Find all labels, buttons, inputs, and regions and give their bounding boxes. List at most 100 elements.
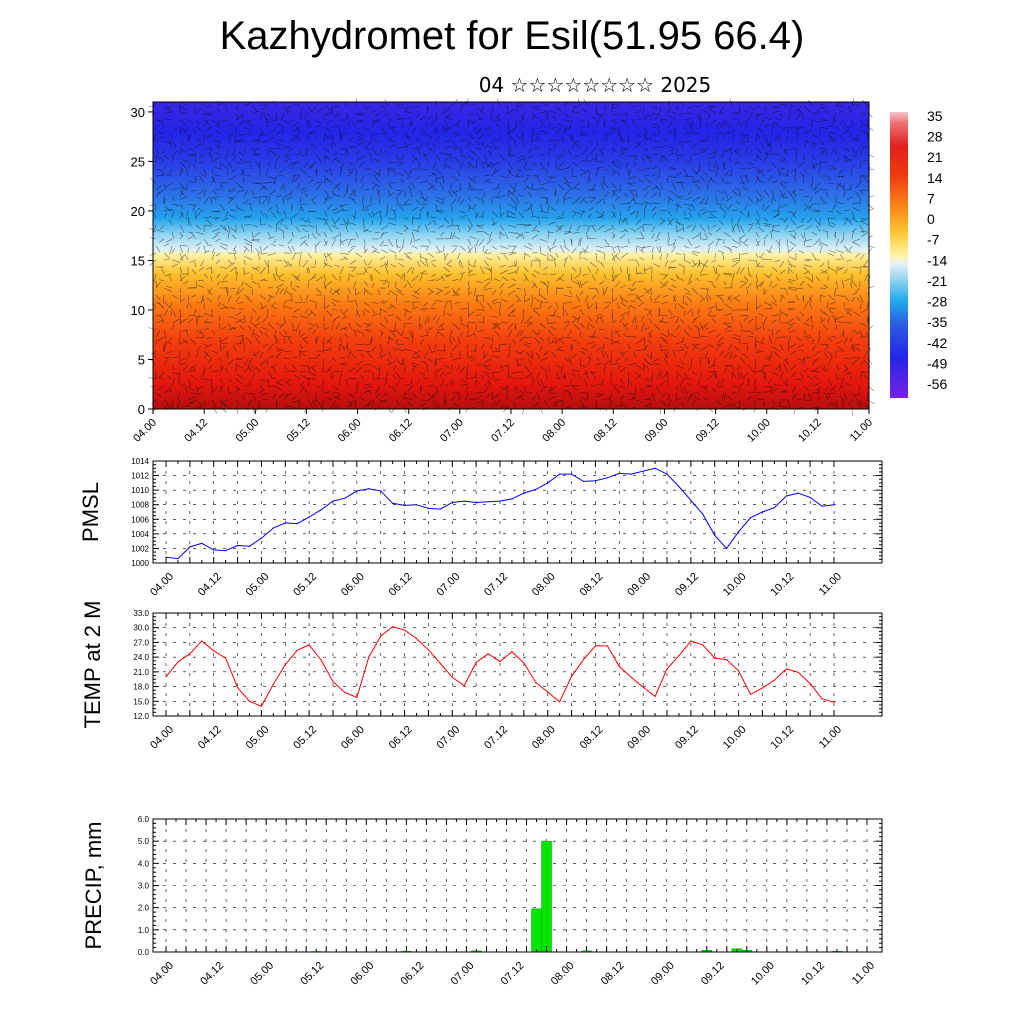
wind-barbs: [148, 97, 875, 416]
data-point: [439, 508, 441, 510]
y-tick-label: 20: [131, 204, 145, 219]
x-tick-label: 10.12: [799, 960, 827, 988]
data-point: [487, 501, 489, 503]
data-point: [320, 509, 322, 511]
data-point: [559, 473, 561, 475]
precip-bar: [531, 908, 542, 953]
x-tick-label: 07.00: [438, 417, 466, 445]
data-point: [451, 676, 453, 678]
x-tick-label: 07.12: [489, 417, 517, 445]
x-tick-label: 10.00: [745, 417, 773, 445]
x-tick-label: 08.00: [530, 571, 558, 599]
data-point: [666, 668, 668, 670]
x-tick-label: 05.12: [291, 571, 319, 599]
x-tick-label: 10.00: [749, 960, 777, 988]
panel-frame: [152, 612, 883, 717]
x-tick-label: 11.00: [817, 724, 844, 751]
data-point: [690, 499, 692, 501]
data-point: [165, 676, 167, 678]
x-tick-label: 05.00: [233, 417, 261, 445]
colorbar: [890, 112, 908, 398]
x-tick-label: 10.00: [721, 724, 749, 752]
data-point: [559, 701, 561, 703]
data-point: [344, 691, 346, 694]
x-tick-label: 09.12: [673, 724, 701, 752]
data-point: [833, 504, 835, 506]
data-point: [666, 473, 668, 475]
y-tick-label: 25: [131, 154, 145, 169]
x-tick-label: 05.00: [244, 571, 272, 599]
x-tick-label: 09.00: [649, 960, 677, 988]
x-tick-label: 09.12: [673, 571, 701, 599]
data-point: [654, 467, 656, 469]
colorbar-label: 28: [927, 129, 943, 145]
data-point: [594, 645, 597, 647]
data-point: [773, 679, 775, 681]
data-point: [630, 473, 632, 475]
colorbar-label: 21: [927, 149, 943, 165]
y-tick-label: 1010: [131, 486, 149, 495]
pmsl-panel: 1000 1002 1004 1006 1008 1010 1012 1014 04.00 04.…: [78, 457, 883, 599]
data-point: [642, 686, 644, 688]
data-point: [809, 496, 811, 499]
y-tick-label: 1.0: [138, 926, 150, 935]
precip-panel: 0.0 1.0 2.0 3.0 4.0 5.0 6.0 04.00 04.12 05.00 05.1…: [81, 815, 883, 988]
colorbar-label: -14: [927, 252, 947, 268]
colorbar-label: -7: [927, 232, 940, 248]
data-point: [403, 504, 406, 507]
data-point: [368, 488, 370, 490]
x-tick-label: 09.12: [694, 417, 722, 445]
data-point: [726, 658, 728, 661]
x-tick-label: 10.12: [768, 724, 796, 752]
data-point: [642, 470, 644, 472]
y-tick-label: 1012: [131, 472, 149, 481]
x-tick-label: 06.12: [387, 724, 415, 752]
y-tick-label: 5.0: [138, 837, 150, 846]
x-tick-label: 04.12: [196, 724, 224, 752]
data-point: [332, 500, 334, 502]
x-tick-label: 10.00: [721, 571, 749, 599]
data-point: [749, 517, 752, 519]
x-tick-label: 07.00: [449, 960, 477, 988]
data-point: [809, 683, 811, 685]
heatmap-field: [153, 102, 869, 409]
data-point: [213, 650, 215, 652]
x-tick-label: 06.12: [399, 960, 427, 988]
x-tick-label: 09.12: [699, 960, 727, 988]
data-point: [308, 644, 310, 646]
x-tick-label: 09.00: [625, 724, 653, 752]
data-point: [392, 502, 394, 504]
x-tick-label: 04.12: [196, 571, 224, 599]
y-tick-label: 1006: [131, 515, 149, 524]
x-tick-label: 11.00: [850, 960, 877, 987]
y-tick-label: 12.0: [133, 712, 149, 721]
data-point: [499, 500, 501, 502]
heatmap-panel: 0 5 10 15 20 25 30 04.00 04.12 05.00 05.12 06.00 06.…: [131, 97, 947, 445]
y-tick-label: 4.0: [138, 859, 150, 868]
colorbar-label: -28: [927, 294, 947, 310]
panel-frame: [152, 460, 883, 564]
data-point: [606, 477, 608, 479]
data-point: [511, 651, 513, 653]
y-tick-label: 30.0: [133, 624, 149, 633]
data-point: [225, 550, 227, 552]
data-point: [714, 534, 716, 536]
x-tick-label: 04.12: [182, 417, 210, 445]
colorbar-label: 35: [927, 108, 943, 124]
data-point: [260, 705, 263, 707]
x-tick-label: 08.00: [530, 724, 558, 752]
x-tick-label: 04.00: [131, 417, 159, 445]
x-tick-label: 06.00: [336, 417, 364, 445]
x-tick-label: 05.00: [244, 724, 272, 752]
colorbar-label: -56: [927, 376, 947, 392]
x-tick-label: 07.12: [482, 724, 510, 752]
data-point: [356, 490, 358, 492]
y-tick-label: 2.0: [138, 904, 150, 913]
data-point: [511, 498, 513, 500]
y-tick-label: 21.0: [133, 668, 149, 677]
chart-subtitle: 04 ☆☆☆☆☆☆☆☆ 2025: [478, 73, 712, 97]
data-point: [475, 661, 477, 664]
x-tick-label: 09.00: [643, 417, 671, 445]
data-point: [523, 662, 525, 664]
